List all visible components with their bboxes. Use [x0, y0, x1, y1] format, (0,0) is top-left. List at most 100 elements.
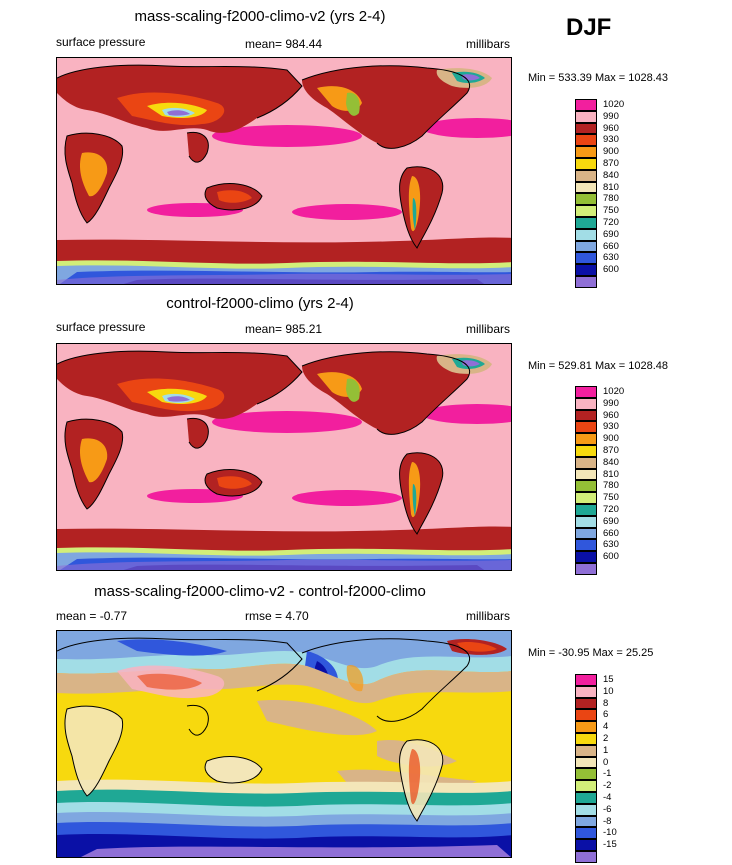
legend-entry: 990 [575, 397, 665, 410]
legend-entry: 660 [575, 240, 665, 253]
legend-label: 1 [603, 744, 609, 756]
legend-entry: 720 [575, 503, 665, 516]
legend-label: 810 [603, 181, 619, 193]
legend-label: 870 [603, 157, 619, 169]
legend-label: 690 [603, 228, 619, 240]
legend-entry: 810 [575, 468, 665, 481]
legend-label: 960 [603, 409, 619, 421]
panel-2-units-label: millibars [466, 322, 511, 336]
legend-label: -15 [603, 839, 617, 851]
legend-label: -10 [603, 827, 617, 839]
legend-label: 870 [603, 444, 619, 456]
legend-swatch [575, 756, 597, 769]
legend-swatch [575, 551, 597, 563]
legend-entry: 870 [575, 444, 665, 457]
legend-swatch [575, 674, 597, 686]
legend-entry: 1020 [575, 99, 665, 111]
legend-label: 840 [603, 456, 619, 468]
legend-entry: 930 [575, 134, 665, 147]
legend-label: 6 [603, 709, 609, 721]
legend-label: 2 [603, 732, 609, 744]
legend-swatch [575, 264, 597, 276]
legend-label: 660 [603, 527, 619, 539]
legend-swatch [575, 409, 597, 422]
legend-entry: 930 [575, 421, 665, 434]
legend-label: 900 [603, 433, 619, 445]
legend-label: 720 [603, 503, 619, 515]
legend-entry: 750 [575, 205, 665, 217]
legend-entry: -8 [575, 815, 665, 828]
legend-swatch [575, 850, 597, 863]
legend-label: 660 [603, 240, 619, 252]
panel-2-mean-label: mean= 985.21 [245, 322, 323, 336]
legend-swatch [575, 732, 597, 745]
legend-swatch [575, 815, 597, 828]
legend-label: 0 [603, 756, 609, 768]
legend-swatch [575, 697, 597, 710]
legend-label: -4 [603, 791, 612, 803]
legend-swatch [575, 503, 597, 516]
legend-swatch [575, 444, 597, 457]
legend-entry: 810 [575, 181, 665, 194]
legend-label: 600 [603, 264, 619, 276]
legend-swatch [575, 562, 597, 575]
legend-entry: -4 [575, 791, 665, 804]
legend-entry: 960 [575, 409, 665, 422]
panel-3-min-max: Min = -30.95 Max = 25.25 [528, 647, 654, 659]
legend-swatch [575, 397, 597, 410]
legend-label: 600 [603, 551, 619, 563]
legend-entry [575, 562, 665, 575]
legend-label: 990 [603, 110, 619, 122]
legend-entry: -6 [575, 803, 665, 816]
legend-swatch [575, 480, 597, 493]
legend-label: 930 [603, 134, 619, 146]
legend-swatch [575, 157, 597, 170]
legend-label: 1020 [603, 386, 625, 397]
legend-label: 990 [603, 397, 619, 409]
legend-swatch [575, 110, 597, 123]
panel-1-legend: 1020 990 960 930 900 870 840 810 780 750 720 690 660… [575, 99, 665, 288]
panel-2-title: control-f2000-climo (yrs 2-4) [166, 295, 354, 312]
legend-swatch [575, 468, 597, 481]
legend-entry: 630 [575, 539, 665, 552]
legend-swatch [575, 539, 597, 552]
legend-entry: 600 [575, 264, 665, 276]
legend-entry: 870 [575, 157, 665, 170]
panel-3-rmse-label: rmse = 4.70 [245, 609, 309, 623]
legend-swatch [575, 386, 597, 398]
panel-1-variable-label: surface pressure [56, 35, 146, 49]
legend-swatch [575, 791, 597, 804]
legend-label: 690 [603, 515, 619, 527]
legend-label: 750 [603, 205, 619, 217]
legend-swatch [575, 456, 597, 469]
legend-swatch [575, 827, 597, 840]
legend-entry [575, 275, 665, 288]
panel-1-min-max: Min = 533.39 Max = 1028.43 [528, 72, 669, 84]
legend-entry: -10 [575, 827, 665, 840]
legend-swatch [575, 134, 597, 147]
legend-entry: -15 [575, 839, 665, 851]
legend-swatch [575, 252, 597, 265]
legend-swatch [575, 527, 597, 540]
legend-entry: -1 [575, 768, 665, 781]
legend-label: 960 [603, 122, 619, 134]
panel-2-map [56, 343, 512, 571]
season-label: DJF [566, 14, 612, 41]
legend-label: 750 [603, 492, 619, 504]
legend-entry [575, 850, 665, 863]
legend-entry: 1020 [575, 386, 665, 398]
legend-entry: -2 [575, 780, 665, 792]
legend-swatch [575, 709, 597, 722]
legend-swatch [575, 780, 597, 792]
legend-entry: 630 [575, 252, 665, 265]
legend-entry: 750 [575, 492, 665, 504]
panel-3-units-label: millibars [466, 609, 511, 623]
legend-entry: 720 [575, 216, 665, 229]
legend-swatch [575, 744, 597, 757]
legend-entry: 900 [575, 433, 665, 445]
legend-label: 630 [603, 252, 619, 264]
legend-label: -6 [603, 803, 612, 815]
panel-2-min-max: Min = 529.81 Max = 1028.48 [528, 360, 669, 372]
legend-swatch [575, 492, 597, 504]
legend-entry: 690 [575, 228, 665, 241]
